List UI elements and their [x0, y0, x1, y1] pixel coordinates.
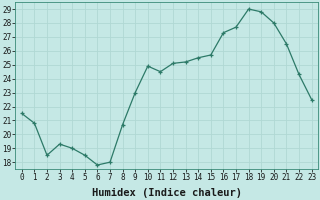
X-axis label: Humidex (Indice chaleur): Humidex (Indice chaleur) — [92, 188, 242, 198]
